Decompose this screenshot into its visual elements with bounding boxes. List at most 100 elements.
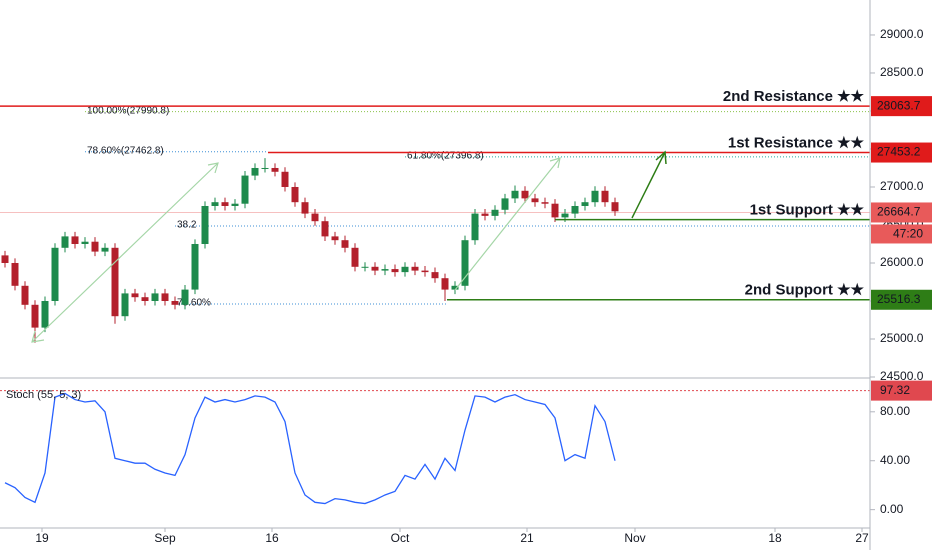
price-box	[871, 289, 932, 310]
y-tick-label: 80.00	[880, 404, 910, 418]
candle-body	[481, 213, 489, 216]
x-tick-label: Oct	[391, 531, 410, 545]
candle-body	[371, 266, 379, 271]
fib-label: 61.80%(27396.8)	[407, 150, 484, 161]
indicator-title: Stoch (55, 5, 3)	[6, 389, 81, 401]
candle-body	[61, 236, 69, 248]
candle-body	[51, 247, 59, 302]
x-tick-label: 18	[768, 531, 782, 545]
candle-body	[391, 269, 399, 273]
candle-body	[241, 175, 249, 204]
candle-body	[251, 167, 259, 176]
candle-body	[541, 202, 549, 204]
y-tick-label: 27000.0	[880, 179, 924, 193]
x-tick-label: 16	[265, 531, 279, 545]
x-tick-label: Nov	[624, 531, 645, 545]
candle-body	[171, 301, 179, 305]
candle-body	[91, 241, 99, 252]
candle-body	[161, 293, 169, 302]
candle-body	[1, 255, 9, 263]
candle-body	[201, 205, 209, 244]
candle-body	[431, 272, 439, 279]
candle-body	[491, 209, 499, 216]
candle-body	[321, 221, 329, 237]
price-box	[871, 142, 932, 163]
candle-body	[501, 198, 509, 210]
arrow-head	[655, 150, 667, 165]
y-tick-label: 24500.0	[880, 369, 924, 383]
candle-body	[221, 202, 229, 206]
reference-label: 97.32	[880, 383, 910, 397]
candle-body	[181, 289, 189, 305]
candle-body	[131, 293, 139, 298]
candle-body	[351, 247, 359, 267]
candle-body	[571, 205, 579, 214]
candle-body	[31, 304, 39, 328]
candle-body	[451, 285, 459, 290]
candle-body	[381, 269, 389, 271]
level-label: 2nd Resistance ★★	[723, 88, 865, 105]
candle-body	[291, 186, 299, 203]
x-tick-label: 21	[520, 531, 534, 545]
candle-body	[151, 293, 159, 302]
trend-arrow	[31, 162, 219, 343]
candle-body	[471, 213, 479, 241]
x-tick-label: 27	[855, 531, 869, 545]
x-tick-label: Sep	[154, 531, 176, 545]
candle-body	[141, 297, 149, 302]
price-box	[871, 96, 932, 117]
projection-arrow	[631, 151, 666, 219]
level-label: 1st Resistance ★★	[728, 135, 865, 152]
candle-body	[21, 285, 29, 305]
candle-body	[461, 240, 469, 286]
candle-body	[411, 266, 419, 271]
candle-body	[11, 262, 19, 286]
stoch-line	[4, 392, 616, 505]
price-box-label: 27453.2	[877, 145, 921, 159]
candle-body	[81, 241, 89, 244]
candle-body	[211, 202, 219, 206]
candle-body	[421, 270, 429, 273]
candle-body	[111, 247, 119, 317]
candle-body	[401, 266, 409, 273]
fib-label: 38.2	[177, 220, 197, 231]
price-box-label: 28063.7	[877, 98, 921, 112]
level-label: 1st Support ★★	[750, 202, 865, 219]
candle-body	[101, 247, 109, 252]
candle-body	[521, 190, 529, 199]
current-price-label: 26664.7	[877, 205, 921, 219]
candle-body	[611, 202, 619, 212]
candle-body	[581, 202, 589, 206]
candle-body	[281, 171, 289, 187]
candle-body	[511, 190, 519, 199]
candle-body	[311, 213, 319, 222]
y-tick-label: 0.00	[880, 502, 904, 516]
candle-body	[41, 301, 49, 328]
fib-label: 78.60%	[177, 298, 211, 309]
arrow-head	[207, 162, 219, 174]
candle-body	[591, 190, 599, 203]
reference-box	[871, 380, 932, 401]
candle-body	[301, 202, 309, 214]
candle-body	[601, 190, 609, 203]
price-box-label: 25516.3	[877, 292, 921, 306]
plot: 24500.025000.025500.026000.026500.027000…	[0, 27, 932, 545]
y-tick-label: 29000.0	[880, 27, 924, 41]
candle-body	[561, 213, 569, 218]
candle-body	[551, 203, 559, 218]
candle-body	[441, 278, 449, 290]
candle-body	[361, 266, 369, 268]
current-price-box	[871, 202, 932, 223]
arrow-head	[31, 330, 45, 343]
countdown-box	[871, 224, 932, 244]
candle-body	[121, 293, 129, 317]
candle-body	[331, 236, 339, 241]
y-tick-label: 40.00	[880, 453, 910, 467]
candle-body	[191, 243, 199, 290]
fib-label: 100.00%(27990.8)	[87, 105, 169, 116]
arrow-head	[549, 157, 561, 169]
candle-body	[341, 240, 349, 248]
candle-body	[71, 236, 79, 244]
countdown-label: 47:20	[893, 227, 923, 241]
